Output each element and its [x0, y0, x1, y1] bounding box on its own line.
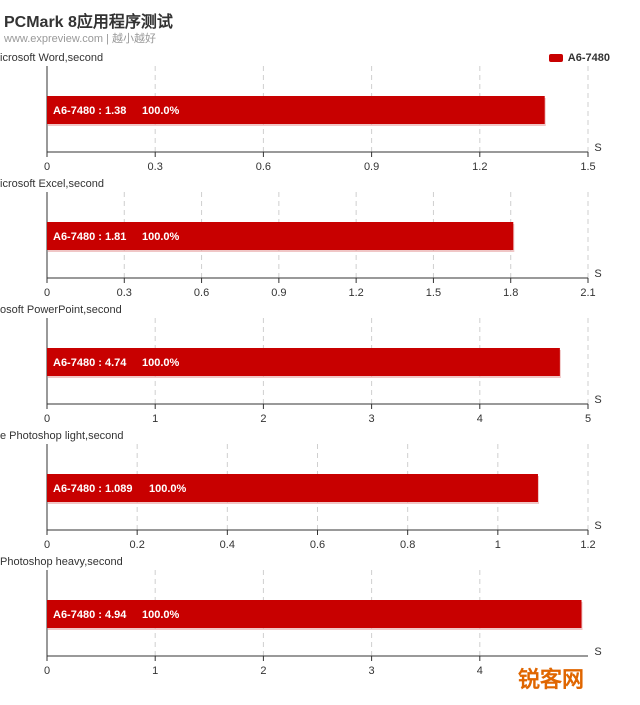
bar-value-label: A6-7480 : 1.38: [53, 105, 126, 117]
bar-percent-label: 100.0%: [142, 609, 180, 621]
chart-title: e Photoshop light,second: [0, 430, 124, 442]
tick-label: 0: [44, 413, 50, 425]
axis-unit: S: [594, 520, 601, 532]
bar-percent-label: 100.0%: [142, 231, 180, 243]
tick-label: 1.5: [580, 161, 595, 173]
tick-label: 0.6: [310, 539, 325, 551]
bar-value-label: A6-7480 : 4.94: [53, 609, 127, 621]
legend[interactable]: A6-7480: [548, 52, 610, 64]
tick-label: 0: [44, 161, 50, 173]
tick-label: 0: [44, 539, 50, 551]
chart-title: osoft PowerPoint,second: [0, 304, 122, 316]
bar: [47, 474, 538, 502]
chart-title: icrosoft Excel,second: [0, 178, 104, 190]
tick-label: 3: [369, 665, 375, 677]
bar: [47, 222, 514, 250]
bar: [47, 348, 560, 376]
page-title: PCMark 8应用程序测试: [4, 14, 173, 31]
tick-label: 2: [260, 413, 266, 425]
bar-percent-label: 100.0%: [142, 105, 180, 117]
axis-unit: S: [594, 268, 601, 280]
tick-label: 0.6: [256, 161, 271, 173]
bar: [47, 600, 582, 628]
tick-label: 0.3: [117, 287, 132, 299]
tick-label: 0.4: [220, 539, 235, 551]
legend-label: A6-7480: [567, 52, 610, 64]
axis-unit: S: [594, 646, 601, 658]
watermark-text: 锐客网: [518, 667, 585, 692]
tick-label: 0: [44, 287, 50, 299]
tick-label: 0.6: [194, 287, 209, 299]
axis-unit: S: [594, 142, 601, 154]
chart-title: Photoshop heavy,second: [0, 556, 123, 568]
tick-label: 4: [477, 665, 483, 677]
tick-label: 0.8: [400, 539, 415, 551]
tick-label: 1: [152, 665, 158, 677]
tick-label: 0.9: [271, 287, 286, 299]
tick-label: 1.2: [348, 287, 363, 299]
tick-label: 1: [495, 539, 501, 551]
tick-label: 1.2: [580, 539, 595, 551]
tick-label: 0: [44, 665, 50, 677]
tick-label: 3: [369, 413, 375, 425]
tick-label: 1: [152, 413, 158, 425]
tick-label: 4: [477, 413, 483, 425]
bar-value-label: A6-7480 : 4.74: [53, 357, 127, 369]
watermark: 锐客网: [518, 660, 636, 700]
tick-label: 0.3: [148, 161, 163, 173]
tick-label: 1.5: [426, 287, 441, 299]
tick-label: 0.9: [364, 161, 379, 173]
tick-label: 2.1: [580, 287, 595, 299]
bar-percent-label: 100.0%: [142, 357, 180, 369]
tick-label: 1.2: [472, 161, 487, 173]
tick-label: 2: [260, 665, 266, 677]
axis-unit: S: [594, 394, 601, 406]
chart-title: icrosoft Word,second: [0, 52, 103, 64]
page-subtitle: www.expreview.com | 越小越好: [4, 33, 157, 45]
bar-percent-label: 100.0%: [149, 483, 187, 495]
bar: [47, 96, 545, 124]
bar-value-label: A6-7480 : 1.089: [53, 483, 133, 495]
tick-label: 1.8: [503, 287, 518, 299]
bar-value-label: A6-7480 : 1.81: [53, 231, 126, 243]
tick-label: 5: [585, 413, 591, 425]
tick-label: 0.2: [130, 539, 145, 551]
legend-swatch: [548, 54, 563, 62]
